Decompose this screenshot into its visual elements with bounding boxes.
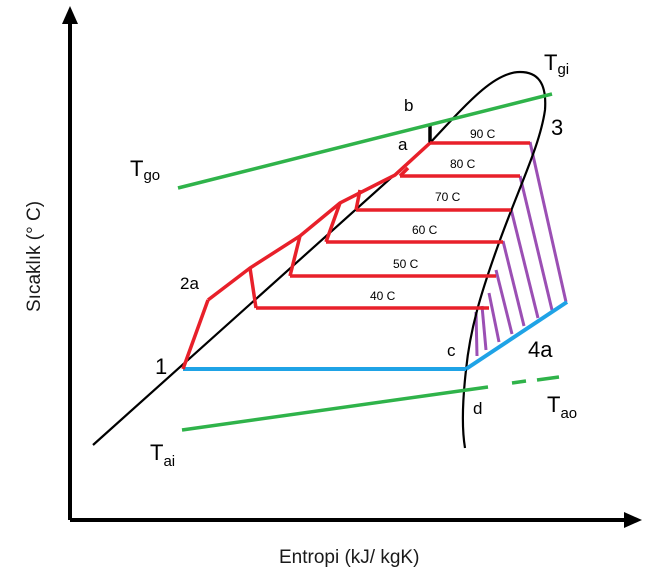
hatch-region	[474, 141, 568, 357]
point-labels: 1 2a 3 4a a b c d	[155, 96, 563, 418]
x-axis-title: Entropi (kJ/ kgK)	[279, 547, 419, 568]
line-c-4a	[464, 300, 569, 371]
x-axis-arrow	[624, 512, 642, 528]
line-tai-tao	[181, 385, 489, 432]
label-point-b: b	[404, 96, 413, 115]
label-point-c: c	[447, 341, 456, 360]
y-axis-arrow	[62, 6, 78, 24]
y-axis-title: Sıcaklık (° C)	[24, 201, 45, 312]
label-point-4a: 4a	[528, 337, 553, 362]
line-tao-dash-2	[536, 375, 560, 382]
label-60c: 60 C	[412, 223, 438, 237]
axes	[62, 6, 642, 528]
red-process	[181, 141, 530, 370]
blue-lines	[183, 300, 569, 371]
label-tgo: Tgo	[130, 156, 160, 184]
line-tgo-tgi	[177, 92, 553, 190]
path-1-2a	[181, 299, 210, 370]
label-tgi: Tgi	[544, 50, 569, 78]
label-90c: 90 C	[470, 127, 496, 141]
label-50c: 50 C	[393, 257, 419, 271]
path-2a-a	[206, 141, 432, 302]
label-point-1: 1	[155, 354, 167, 379]
label-point-3: 3	[551, 115, 563, 140]
label-40c: 40 C	[370, 289, 396, 303]
temperature-labels: Tgi Tgo Tai Tao	[130, 50, 577, 470]
line-tao-dash-1	[511, 379, 527, 385]
isotherm-labels: 90 C 80 C 70 C 60 C 50 C 40 C	[370, 127, 496, 303]
label-point-2a: 2a	[180, 274, 199, 293]
label-80c: 80 C	[450, 157, 476, 171]
label-tao: Tao	[547, 392, 577, 422]
label-tai: Tai	[150, 440, 175, 470]
label-70c: 70 C	[435, 190, 461, 204]
green-lines	[177, 92, 560, 432]
label-point-a: a	[398, 135, 408, 154]
label-point-d: d	[473, 399, 482, 418]
